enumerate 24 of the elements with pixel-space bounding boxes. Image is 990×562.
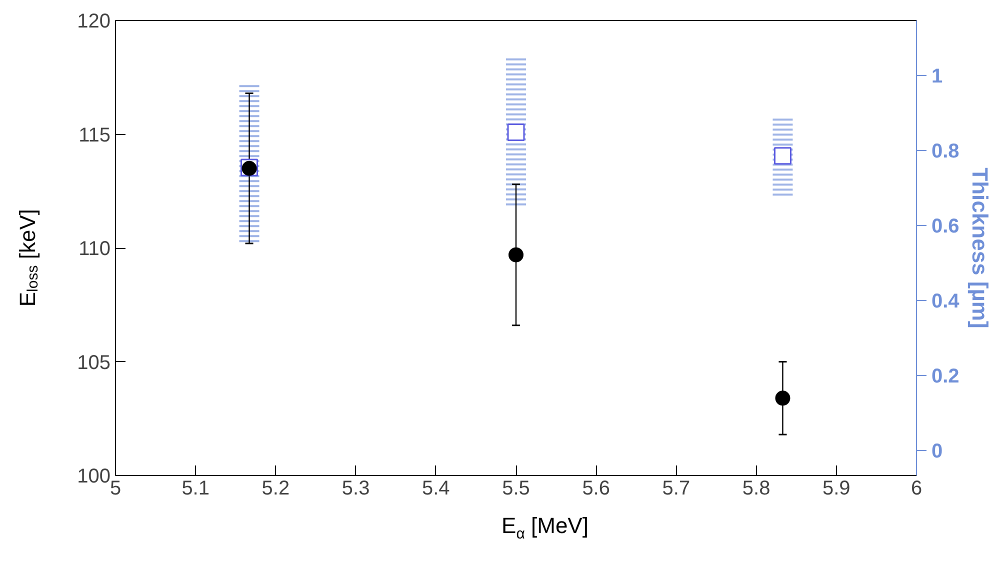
y2-axis-title: Thickness [µm] <box>967 168 990 328</box>
y2-tick-label: 0.8 <box>932 140 960 162</box>
x-tick-label: 5.9 <box>822 478 850 500</box>
x-tick-label: 5.6 <box>582 478 610 500</box>
y2-tick-label: 0 <box>932 440 943 462</box>
x-tick-label: 5.8 <box>742 478 770 500</box>
y-tick-label: 105 <box>77 352 111 374</box>
y2-tick-label: 0.4 <box>932 290 960 312</box>
x-tick-label: 5.1 <box>182 478 210 500</box>
y-tick-label: 110 <box>78 238 111 260</box>
y2-tick-label: 0.2 <box>932 365 960 388</box>
y2-tick-label: 0.6 <box>932 215 960 238</box>
x-tick-label: 5.2 <box>262 478 290 500</box>
y-tick-label: 100 <box>77 466 111 488</box>
x-tick-label: 5.7 <box>662 478 690 500</box>
x-tick-label: 5.5 <box>502 478 530 500</box>
y-tick-label: 115 <box>78 124 111 146</box>
x-tick-label: 6 <box>910 478 922 500</box>
x-tick-label: 5.3 <box>342 478 370 500</box>
x-tick-label: 5.4 <box>422 478 450 500</box>
y-tick-label: 120 <box>77 10 111 32</box>
x-tick-label: 5 <box>110 478 122 500</box>
y2-tick-label: 1 <box>932 65 943 88</box>
x-axis-title: E$_{α}$ [MeV] <box>502 512 588 544</box>
